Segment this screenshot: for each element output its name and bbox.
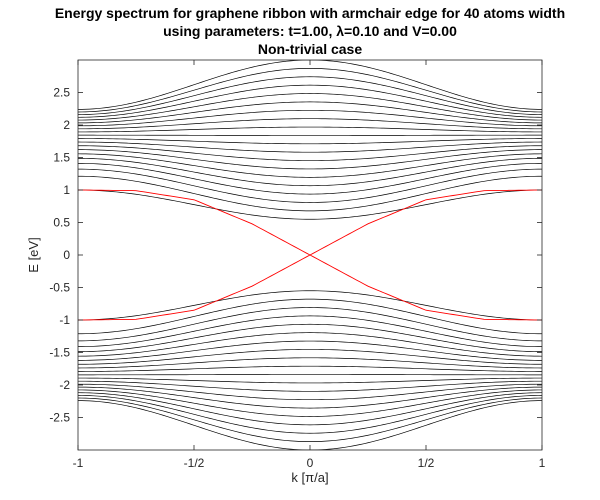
bulk-band-line [78, 76, 542, 115]
bulk-band-line [78, 118, 542, 130]
bulk-band-line [78, 397, 542, 442]
y-tick-label: -2.5 [49, 411, 70, 425]
bulk-band-line [78, 101, 542, 124]
edge-states [78, 189, 542, 321]
y-tick-label: -1.5 [49, 346, 70, 360]
bulk-band-line [78, 158, 542, 187]
bulk-band-line [78, 168, 542, 203]
bulk-band-line [78, 93, 542, 121]
y-tick-label: 2.5 [53, 86, 70, 100]
x-tick-label: 1/2 [418, 456, 435, 470]
bulk-band-line [78, 153, 542, 178]
y-tick-label: -1 [59, 313, 70, 327]
bulk-band-line [78, 138, 542, 145]
chart-title: Energy spectrum for graphene ribbon with… [55, 5, 565, 57]
bulk-band-line [78, 298, 542, 335]
bulk-band-line [78, 340, 542, 361]
x-axis-ticks: -1 -1/2 0 1/2 1 [73, 60, 546, 470]
title-line-1: Energy spectrum for graphene ribbon with… [55, 5, 565, 21]
bulk-band-line [78, 145, 542, 161]
bulk-band-line [78, 349, 542, 365]
bulk-band-line [78, 189, 542, 220]
bulk-band-line [78, 126, 542, 133]
x-tick-label: 1 [539, 456, 546, 470]
x-tick-label: -1 [73, 456, 84, 470]
y-tick-label: 0 [63, 248, 70, 262]
bulk-band-line [78, 377, 542, 384]
bulk-band-line [78, 60, 542, 110]
edge-state-line-2 [78, 189, 542, 321]
bulk-band-line [78, 149, 542, 170]
bulk-band-line [78, 386, 542, 409]
bulk-band-line [78, 380, 542, 392]
bulk-band-line [78, 332, 542, 357]
bulk-bands [78, 60, 542, 450]
bulk-band-line [78, 395, 542, 434]
y-tick-label: -0.5 [49, 281, 70, 295]
y-tick-label: 2 [63, 118, 70, 132]
bulk-band-line [78, 400, 542, 450]
y-tick-label: -2 [59, 378, 70, 392]
bulk-band-line [78, 109, 542, 127]
y-tick-label: 1.5 [53, 151, 70, 165]
bulk-band-line [78, 84, 542, 118]
bulk-band-line [78, 357, 542, 369]
bulk-band-line [78, 383, 542, 401]
bulk-band-line [78, 307, 542, 342]
y-tick-label: 1 [63, 183, 70, 197]
x-axis-label: k [π/a] [291, 470, 328, 485]
y-tick-label: 0.5 [53, 216, 70, 230]
bulk-band-line [78, 315, 542, 347]
title-line-2: using parameters: t=1.00, λ=0.10 and V=0… [163, 23, 457, 39]
bulk-band-line [78, 323, 542, 352]
bulk-band-line [78, 163, 542, 195]
bulk-band-line [78, 389, 542, 417]
y-axis-ticks: 2.5 2 1.5 1 0.5 0 -0.5 -1 -1.5 -2 -2.5 [49, 86, 542, 425]
bulk-band-line [78, 290, 542, 321]
title-line-3: Non-trivial case [258, 41, 362, 57]
x-tick-label: -1/2 [184, 456, 205, 470]
bulk-band-line [78, 68, 542, 113]
x-tick-label: 0 [307, 456, 314, 470]
bulk-band-line [78, 175, 542, 212]
bulk-band-line [78, 141, 542, 153]
bulk-band-line [78, 392, 542, 426]
bulk-band-line [78, 365, 542, 372]
y-axis-label: E [eV] [26, 237, 41, 272]
